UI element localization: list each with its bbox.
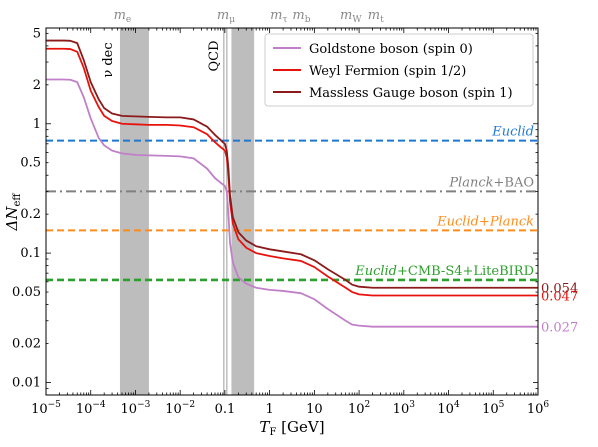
top-mass-label: mt [368, 8, 384, 25]
series-end-label-2: 0.054 [541, 282, 578, 297]
series-line-0 [46, 78, 538, 328]
legend-entry-1: Weyl Fermion (spin 1/2) [309, 64, 466, 79]
x-tick-label: 10−4 [76, 400, 106, 417]
shaded-bands [119, 28, 255, 395]
y-tick-label: 0.2 [20, 207, 41, 222]
x-tick-label: 106 [527, 400, 550, 417]
legend-entry-0: Goldstone boson (spin 0) [309, 42, 473, 57]
hline-label-2: Euclid+Planck [436, 214, 534, 229]
x-tick-label: 102 [348, 400, 370, 417]
x-tick-label: 103 [393, 400, 416, 417]
x-tick-label: 10−5 [31, 400, 61, 417]
sensitivity-lines [46, 139, 538, 282]
top-mass-label: mμ [217, 8, 235, 25]
x-tick-label: 10−3 [121, 400, 151, 417]
series-line-2 [46, 39, 538, 289]
nu-dec-label: ν dec [101, 42, 116, 77]
y-tick-label: 1 [33, 117, 41, 132]
legend-box [264, 33, 534, 107]
annotation-labels: me mμ mτ mb mW mt ν dec QCD Euclid Planck+BAO Eucl… [101, 8, 578, 336]
hline-label-0: Euclid [491, 125, 534, 140]
x-tick-label: 1 [265, 402, 273, 417]
x-axis-title: TF [GeV] [259, 418, 324, 438]
shaded-band-0 [119, 28, 149, 395]
y-tick-label: 0.02 [12, 337, 41, 352]
axis-ticks: 10−5 10−4 10−3 10−2 0.1 1 10 102 103 104 105 106 5 2 1… [12, 26, 549, 417]
x-tick-label: 104 [437, 400, 460, 417]
legend: Goldstone boson (spin 0) Weyl Fermion (sp… [264, 33, 534, 107]
plot-frame [45, 27, 539, 396]
y-tick-label: 5 [33, 26, 41, 41]
qcd-label: QCD [207, 40, 222, 71]
axis-titles: TF [GeV] ΔNeff [3, 193, 325, 438]
y-tick-label: 0.5 [20, 156, 41, 171]
shaded-band-1 [231, 28, 255, 395]
series-end-label-1: 0.047 [541, 290, 578, 305]
x-tick-label: 10−2 [165, 400, 195, 417]
top-mass-label: mW [340, 8, 362, 25]
top-mass-label: mτ [270, 8, 287, 25]
x-tick-label: 0.1 [215, 402, 236, 417]
y-axis-title: ΔNeff [3, 193, 23, 232]
y-tick-label: 0.1 [20, 246, 41, 261]
y-tick-label: 0.01 [12, 375, 41, 390]
series-end-label-0: 0.027 [541, 321, 578, 336]
y-tick-label: 0.05 [12, 285, 41, 300]
x-tick-label: 105 [482, 400, 505, 417]
top-mass-label: mb [292, 8, 310, 25]
hline-label-3: Euclid+CMB-S4+LiteBIRD [354, 264, 534, 279]
legend-entry-2: Massless Gauge boson (spin 1) [309, 86, 513, 101]
series-line-1 [46, 47, 538, 297]
top-mass-label: me [114, 8, 132, 25]
x-tick-label: 10 [306, 402, 323, 417]
series-curves [46, 39, 538, 328]
hline-label-1: Planck+BAO [448, 175, 534, 190]
vertical-lines [223, 28, 228, 395]
y-tick-label: 2 [33, 78, 41, 93]
